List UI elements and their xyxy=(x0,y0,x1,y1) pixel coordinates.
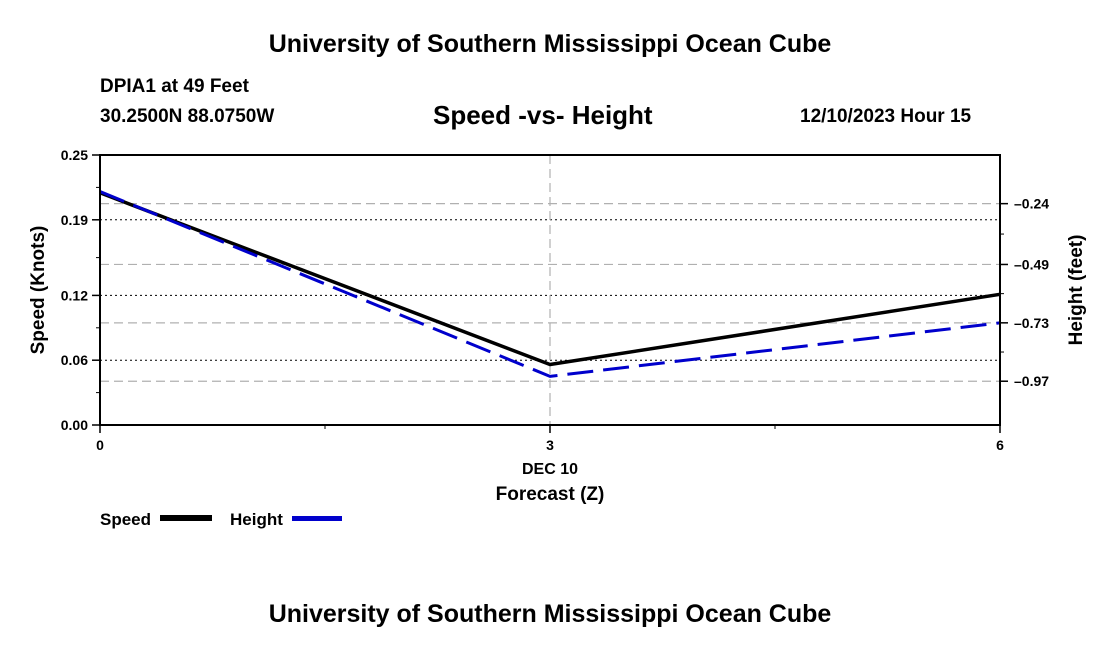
coordinates-label: 30.2500N 88.0750W xyxy=(100,106,275,127)
y-axis-label: Speed (Knots) xyxy=(28,226,49,355)
y-tick-label: 0.00 xyxy=(61,417,88,433)
y2-axis-label: Height (feet) xyxy=(1066,235,1087,346)
chart-title: Speed -vs- Height xyxy=(433,100,653,130)
plot-frame xyxy=(99,154,1001,426)
legend-speed-swatch xyxy=(160,515,212,521)
x-axis-label: Forecast (Z) xyxy=(496,484,605,505)
y2-tick-label: –0.24 xyxy=(1014,196,1049,212)
speed-height-chart: 0.00 0.06 0.12 0.19 0.25 –0.24 –0.49 –0.73 –0.97… xyxy=(28,147,1087,505)
top-title: University of Southern Mississippi Ocean… xyxy=(268,30,832,58)
legend-speed-label: Speed xyxy=(100,510,152,529)
y-tick-label: 0.19 xyxy=(61,212,88,228)
y-tick-label: 0.12 xyxy=(61,287,88,303)
y2-tick-label: –0.49 xyxy=(1014,256,1049,272)
x-date-label: DEC 10 xyxy=(522,461,578,478)
y-tick-label: 0.06 xyxy=(61,352,88,368)
x-tick-label: 0 xyxy=(96,437,104,453)
legend-height-swatch xyxy=(292,516,342,521)
bottom-title: University of Southern Mississippi Ocean… xyxy=(268,600,832,628)
y2-tick-label: –0.97 xyxy=(1014,373,1049,389)
y2-tick-label: –0.73 xyxy=(1014,315,1049,331)
station-label: DPIA1 at 49 Feet xyxy=(100,76,249,97)
x-tick-label: 3 xyxy=(546,437,554,453)
x-tick-label: 6 xyxy=(996,437,1004,453)
legend-height-label: Height xyxy=(230,510,283,529)
y-tick-label: 0.25 xyxy=(61,147,88,163)
timestamp-label: 12/10/2023 Hour 15 xyxy=(800,106,972,127)
